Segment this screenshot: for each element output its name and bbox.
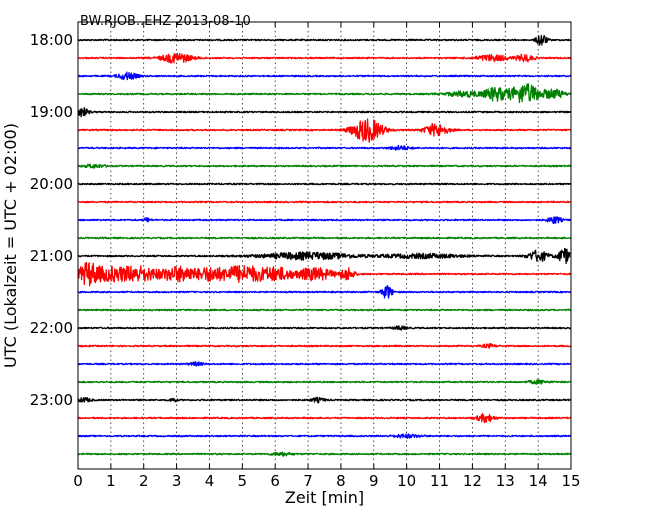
x-tick-label: 3	[172, 472, 182, 490]
x-tick-label: 4	[205, 472, 215, 490]
trace-1900	[77, 106, 572, 118]
y-axis-label: UTC (Lokalzeit = UTC + 02:00)	[1, 123, 20, 368]
x-tick-label: 7	[303, 472, 313, 490]
y-tick-label: 21:00	[30, 247, 73, 265]
x-tick-label: 5	[238, 472, 248, 490]
y-tick-label: 20:00	[30, 175, 73, 193]
trace-1800	[77, 34, 572, 46]
trace-1930	[77, 144, 572, 151]
trace-2015	[77, 200, 572, 204]
x-tick-label: 1	[106, 472, 116, 490]
trace-1945	[77, 163, 572, 169]
trace-2130	[77, 285, 572, 299]
x-tick-label: 2	[139, 472, 149, 490]
y-tick-label: 23:00	[30, 391, 73, 409]
trace-2230	[77, 361, 572, 367]
x-axis-label: Zeit [min]	[285, 488, 364, 507]
y-tick-label: 18:00	[30, 31, 73, 49]
x-tick-label: 13	[496, 472, 515, 490]
plot-frame	[77, 21, 572, 470]
trace-1815	[77, 52, 572, 64]
x-tick-label: 10	[397, 472, 416, 490]
trace-2000	[77, 182, 572, 186]
trace-2200	[77, 325, 572, 331]
x-tick-label: 9	[369, 472, 379, 490]
trace-2215	[77, 343, 572, 349]
x-tick-label: 14	[529, 472, 548, 490]
trace-2030	[77, 216, 572, 225]
trace-2045	[77, 236, 572, 240]
trace-1915	[77, 118, 572, 143]
y-tick-label: 19:00	[30, 103, 73, 121]
axis-ticks: 0 1 2 3 4 5 6 7 8 9 10 11 12 13 14 1518:0019:0020:0021:…	[30, 22, 581, 490]
x-tick-label: 0	[73, 472, 83, 490]
x-tick-label: 8	[336, 472, 346, 490]
x-tick-label: 6	[270, 472, 280, 490]
x-tick-label: 15	[561, 472, 580, 490]
trace-2330	[77, 433, 572, 439]
trace-2115	[77, 261, 572, 287]
trace-2345	[77, 451, 572, 457]
trace-2315	[77, 412, 572, 424]
x-tick-label: 11	[430, 472, 449, 490]
trace-group	[77, 34, 572, 457]
trace-1830	[77, 71, 572, 81]
trace-2300	[77, 396, 572, 404]
trace-2100	[77, 247, 572, 265]
y-tick-label: 22:00	[30, 319, 73, 337]
trace-1845	[77, 83, 572, 104]
trace-2145	[77, 308, 572, 312]
trace-2245	[77, 379, 572, 385]
x-tick-label: 12	[463, 472, 482, 490]
